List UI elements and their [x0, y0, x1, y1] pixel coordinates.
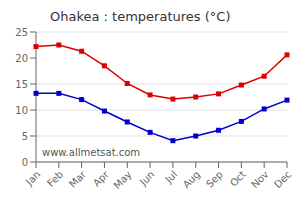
svg-text:Oct: Oct — [228, 169, 248, 189]
svg-text:0: 0 — [22, 157, 28, 168]
svg-text:Jun: Jun — [137, 169, 157, 189]
svg-text:Jul: Jul — [162, 169, 179, 186]
svg-text:Nov: Nov — [249, 169, 271, 191]
svg-text:Aug: Aug — [181, 169, 203, 191]
svg-text:25: 25 — [15, 27, 28, 38]
svg-text:Apr: Apr — [91, 168, 112, 189]
svg-text:15: 15 — [15, 79, 28, 90]
svg-text:Sep: Sep — [204, 169, 225, 190]
html-text:Ohakea : temperatures (°C): Ohakea : temperatures (°C) — [50, 9, 231, 24]
svg-text:Jan: Jan — [23, 169, 42, 188]
svg-text:Dec: Dec — [272, 169, 293, 190]
html-text:www.allmetsat.com: www.allmetsat.com — [42, 147, 141, 158]
svg-text:Feb: Feb — [45, 169, 65, 189]
svg-text:May: May — [111, 169, 133, 191]
svg-text:Mar: Mar — [67, 168, 89, 190]
svg-text:5: 5 — [22, 131, 28, 142]
svg-text:10: 10 — [15, 105, 28, 116]
svg-text:20: 20 — [15, 53, 28, 64]
